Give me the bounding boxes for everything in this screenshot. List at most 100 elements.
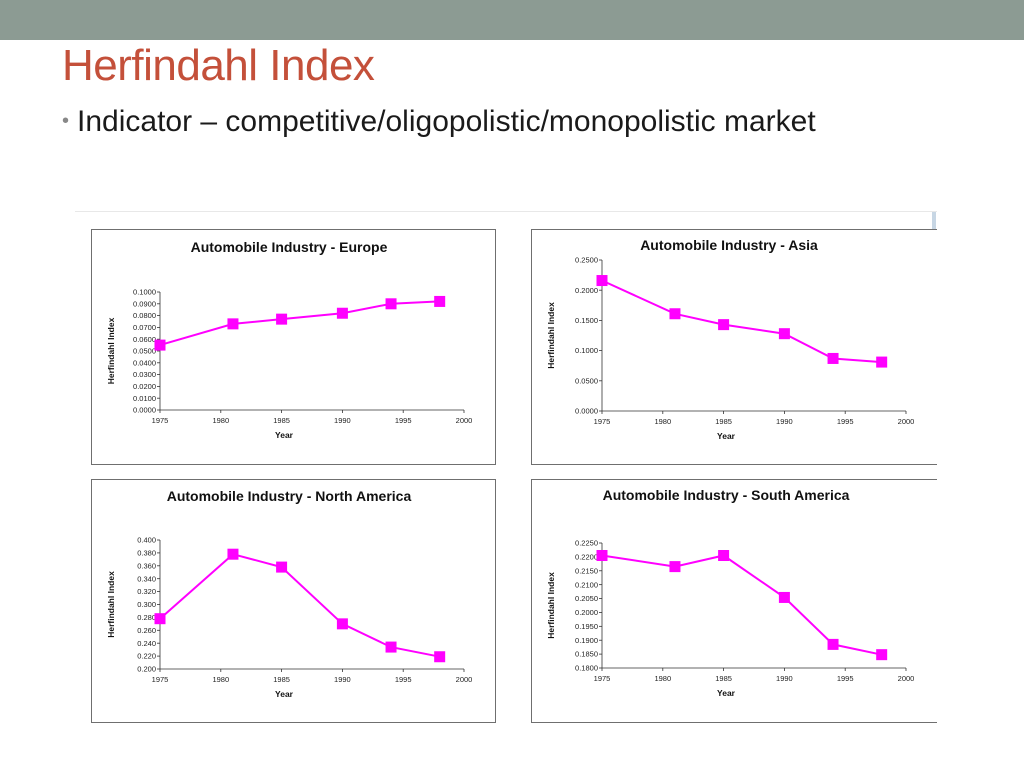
y-tick-label: 0.240 [137,639,156,648]
x-tick-label: 1975 [594,417,611,426]
x-tick-label: 1995 [837,674,854,683]
data-point [336,307,348,319]
y-tick-label: 0.1950 [575,622,598,631]
y-tick-label: 0.0900 [133,299,156,308]
y-tick-label: 0.1000 [575,346,598,355]
y-tick-label: 0.2250 [575,539,598,548]
y-tick-label: 0.2000 [575,286,598,295]
y-tick-label: 0.1500 [575,316,598,325]
chart-europe: Automobile Industry - Europe 0.0000 0.0100… [91,229,496,465]
y-tick-label: 0.380 [137,549,156,558]
bullet-text: Indicator – competitive/oligopolistic/mo… [77,105,816,138]
chart-svg-south-america: Automobile Industry - South America 0.180… [546,487,915,698]
x-tick-label: 1985 [273,416,290,425]
x-tick-label: 2000 [456,675,473,684]
data-point [669,308,681,320]
y-tick-label: 0.0500 [575,376,598,385]
chart-svg-europe: Automobile Industry - Europe 0.0000 0.0100… [106,239,473,440]
image-top-edge [75,211,937,212]
y-tick-label: 0.0200 [133,382,156,391]
data-point [227,548,239,560]
y-axis-label: Herfindahl Index [106,317,116,384]
data-point [718,319,730,331]
y-axis-label: Herfindahl Index [546,572,556,639]
chart-north-america: Automobile Industry - North America 0.200… [91,479,496,723]
chart-asia: Automobile Industry - Asia 0.0000 0.0500 0.… [531,229,937,465]
series-line [159,553,440,658]
y-tick-label: 0.0500 [133,347,156,356]
y-tick-label: 0.1850 [575,650,598,659]
x-tick-label: 1985 [273,675,290,684]
x-tick-label: 1990 [334,675,351,684]
x-tick-label: 1990 [334,416,351,425]
x-tick-label: 1975 [152,416,169,425]
series-line [159,300,440,347]
x-tick-label: 1990 [776,674,793,683]
y-tick-label: 0.0300 [133,370,156,379]
data-point [596,275,608,287]
chart-title: Automobile Industry - North America [167,488,412,504]
x-tick-label: 1985 [715,674,732,683]
data-point [154,613,166,625]
y-tick-label: 0.300 [137,600,156,609]
x-axis-label: Year [275,430,294,440]
data-point [596,550,608,561]
chart-title: Automobile Industry - South America [603,487,850,503]
y-axis-label: Herfindahl Index [106,571,116,638]
data-point [876,649,888,661]
x-tick-label: 1995 [395,675,412,684]
y-tick-label: 0.2150 [575,566,598,575]
x-axis-label: Year [275,689,294,699]
x-tick-label: 1980 [654,417,671,426]
y-tick-label: 0.320 [137,587,156,596]
x-tick-label: 2000 [898,674,915,683]
data-point [434,295,446,307]
chart-title: Automobile Industry - Europe [191,239,388,255]
data-point [276,313,288,325]
data-point [718,550,730,561]
series-line [601,279,882,364]
x-tick-label: 1975 [594,674,611,683]
x-tick-label: 1975 [152,675,169,684]
y-tick-label: 0.280 [137,613,156,622]
y-tick-label: 0.0000 [133,406,156,415]
y-tick-label: 0.1000 [133,288,156,297]
chart-south-america: Automobile Industry - South America 0.180… [531,479,937,723]
y-tick-label: 0.0700 [133,323,156,332]
x-tick-label: 1990 [776,417,793,426]
data-point [778,328,790,340]
x-tick-label: 1980 [212,675,229,684]
data-point [434,651,446,663]
x-tick-label: 1985 [715,417,732,426]
y-tick-label: 0.220 [137,652,156,661]
y-tick-label: 0.2500 [575,256,598,265]
y-tick-label: 0.2000 [575,608,598,617]
x-tick-label: 1995 [837,417,854,426]
data-point [154,339,166,351]
data-point [669,561,681,573]
y-tick-label: 0.340 [137,574,156,583]
x-tick-label: 2000 [456,416,473,425]
data-point [227,318,239,330]
x-tick-label: 1995 [395,416,412,425]
data-point [276,561,288,573]
data-point [336,618,348,630]
y-tick-label: 0.2200 [575,552,598,561]
bullet-item: • Indicator – competitive/oligopolistic/m… [62,102,816,145]
chart-svg-north-america: Automobile Industry - North America 0.200… [106,488,473,699]
y-tick-label: 0.0000 [575,407,598,416]
y-tick-label: 0.1800 [575,664,598,673]
y-tick-label: 0.1900 [575,636,598,645]
y-tick-label: 0.400 [137,536,156,545]
chart-svg-asia: Automobile Industry - Asia 0.0000 0.0500 0.… [546,237,914,441]
y-tick-label: 0.0800 [133,311,156,320]
data-point [385,298,397,310]
chart-title: Automobile Industry - Asia [640,237,818,253]
bullet-dot-icon: • [62,110,70,132]
data-point [827,352,839,364]
y-tick-label: 0.0100 [133,394,156,403]
y-axis-label: Herfindahl Index [546,302,556,369]
x-axis-label: Year [717,431,736,441]
data-point [778,591,790,603]
data-point [385,641,397,653]
